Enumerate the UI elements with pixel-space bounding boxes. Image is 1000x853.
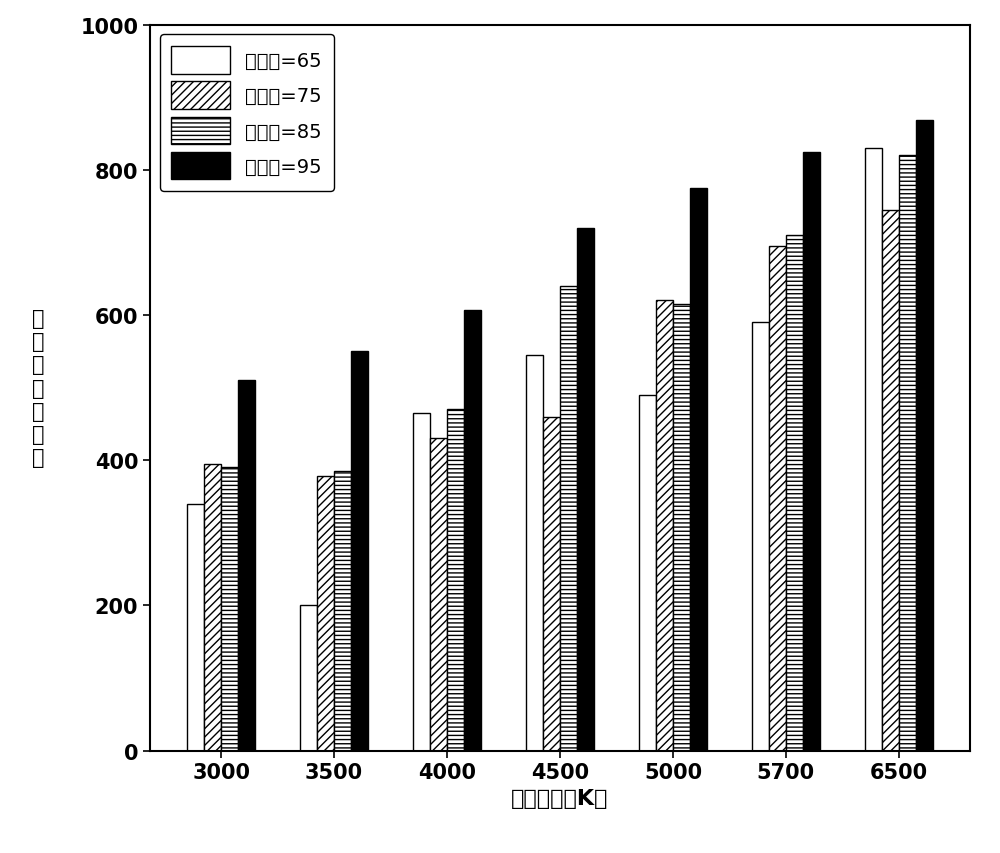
Legend: 显色性=65, 显色性=75, 显色性=85, 显色性=95: 显色性=65, 显色性=75, 显色性=85, 显色性=95 xyxy=(160,35,334,192)
Bar xyxy=(464,310,481,751)
Bar xyxy=(543,417,560,751)
Bar xyxy=(690,189,707,751)
Y-axis label: 中
图
照
度
要
求
值: 中 图 照 度 要 求 值 xyxy=(32,309,45,467)
Bar xyxy=(413,414,430,751)
Bar xyxy=(526,356,543,751)
Bar xyxy=(803,153,820,751)
Bar xyxy=(769,247,786,751)
Bar xyxy=(882,211,899,751)
Bar xyxy=(577,229,594,751)
Bar xyxy=(317,477,334,751)
Bar xyxy=(639,396,656,751)
Bar xyxy=(204,464,221,751)
Bar xyxy=(300,606,317,751)
Bar xyxy=(916,121,933,751)
Bar xyxy=(752,322,769,751)
Bar xyxy=(865,148,882,751)
Bar xyxy=(673,305,690,751)
Bar xyxy=(447,410,464,751)
Bar xyxy=(238,380,255,751)
Bar xyxy=(899,156,916,751)
Bar xyxy=(786,235,803,751)
Bar xyxy=(221,467,238,751)
X-axis label: 相关色温（K）: 相关色温（K） xyxy=(511,788,609,808)
Bar xyxy=(351,351,368,751)
Bar xyxy=(656,301,673,751)
Bar xyxy=(187,504,204,751)
Bar xyxy=(334,472,351,751)
Bar xyxy=(560,287,577,751)
Bar xyxy=(430,438,447,751)
